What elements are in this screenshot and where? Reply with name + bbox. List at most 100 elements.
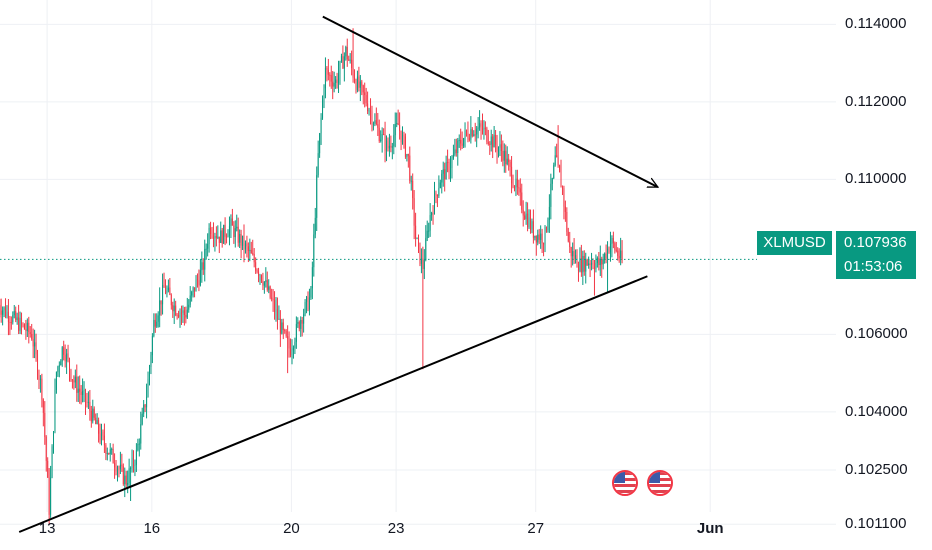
candle-body xyxy=(44,412,46,437)
candle-body xyxy=(135,450,137,465)
candle-body xyxy=(304,302,306,315)
candle-body xyxy=(323,88,325,100)
candle-body xyxy=(125,475,127,485)
candle-body xyxy=(287,336,289,339)
candle-body xyxy=(234,228,236,238)
candle-body xyxy=(496,144,498,152)
candle-body xyxy=(534,235,536,238)
candle-body xyxy=(300,320,302,329)
candle-body xyxy=(67,353,69,359)
candle-body xyxy=(47,460,49,478)
candle-body xyxy=(547,219,549,231)
candle-body xyxy=(292,348,294,351)
candle-body xyxy=(468,138,470,140)
candle-body xyxy=(544,227,546,245)
candle-body xyxy=(569,241,571,248)
candle-body xyxy=(266,280,268,290)
candle-body xyxy=(16,317,18,321)
candle-body xyxy=(588,263,590,266)
candle-body xyxy=(529,217,531,230)
candle-body xyxy=(387,140,389,149)
candle-body xyxy=(518,187,520,189)
candle-body xyxy=(48,477,50,515)
candle-body xyxy=(327,69,329,75)
candle-body xyxy=(602,258,604,265)
last-price-tag: 0.107936 01:53:06 xyxy=(836,231,916,279)
candle-body xyxy=(532,221,534,238)
candle-body xyxy=(609,244,611,253)
candle-body xyxy=(471,129,473,136)
candle-body xyxy=(595,262,597,270)
candle-body xyxy=(452,154,454,159)
candle-body xyxy=(438,188,440,196)
candle-body xyxy=(516,178,518,188)
candle-body xyxy=(272,298,274,301)
candle-body xyxy=(12,315,14,323)
candle-body xyxy=(313,234,315,268)
candle-body xyxy=(450,168,452,173)
candle-body xyxy=(577,267,579,272)
candle-body xyxy=(262,280,264,286)
candle-body xyxy=(455,149,457,153)
candle-body xyxy=(406,154,408,157)
candle-body xyxy=(435,192,437,196)
candle-body xyxy=(521,192,523,210)
candle-body xyxy=(179,312,181,317)
candle-body xyxy=(423,260,425,270)
candle-body xyxy=(74,376,76,383)
candle-body xyxy=(454,149,456,155)
candle-body xyxy=(388,145,390,149)
candle-body xyxy=(524,215,526,220)
candle-body xyxy=(191,292,193,296)
candle-body xyxy=(128,468,130,484)
candle-body xyxy=(310,288,312,298)
candle-body xyxy=(265,280,267,283)
candle-body xyxy=(477,127,479,129)
candle-body xyxy=(439,182,441,189)
candle-body xyxy=(512,183,514,187)
candle-body xyxy=(28,322,30,333)
candle-body xyxy=(326,67,328,70)
candle-body xyxy=(361,81,363,86)
candle-body xyxy=(31,334,33,339)
candle-body xyxy=(390,145,392,148)
candle-body xyxy=(519,188,521,193)
candle-body xyxy=(607,248,609,259)
candle-body xyxy=(311,267,313,289)
candle-body xyxy=(370,110,372,112)
candle-body xyxy=(77,388,79,393)
candle-body xyxy=(386,140,388,151)
candle-body xyxy=(148,366,150,379)
candle-body xyxy=(144,404,146,408)
candle-body xyxy=(476,128,478,135)
date-tick-label: 27 xyxy=(527,520,545,537)
candle-body xyxy=(445,161,447,180)
candle-body xyxy=(253,254,255,263)
price-tick-label: 0.106000 xyxy=(845,325,908,343)
candle-body xyxy=(351,59,353,68)
candle-body xyxy=(41,378,43,400)
candle-body xyxy=(306,297,308,303)
candle-body xyxy=(147,378,149,397)
candle-body xyxy=(132,457,134,465)
price-tick-label: 0.104000 xyxy=(845,402,908,420)
us-flag-icon[interactable] xyxy=(611,470,638,496)
candle-body xyxy=(26,322,28,332)
us-flag-icon[interactable] xyxy=(646,470,673,496)
candle-body xyxy=(556,155,558,158)
candle-body xyxy=(559,165,561,173)
candle-body xyxy=(336,79,338,84)
candle-body xyxy=(380,139,382,141)
candle-body xyxy=(384,134,386,151)
candle-body xyxy=(236,226,238,229)
candle-body xyxy=(122,466,124,484)
bar-countdown: 01:53:06 xyxy=(844,258,903,275)
candle-body xyxy=(527,213,529,228)
candle-body xyxy=(89,401,91,411)
candle-body xyxy=(15,311,17,321)
candle-body xyxy=(10,322,12,324)
candle-body xyxy=(402,134,404,143)
candle-body xyxy=(367,103,369,112)
